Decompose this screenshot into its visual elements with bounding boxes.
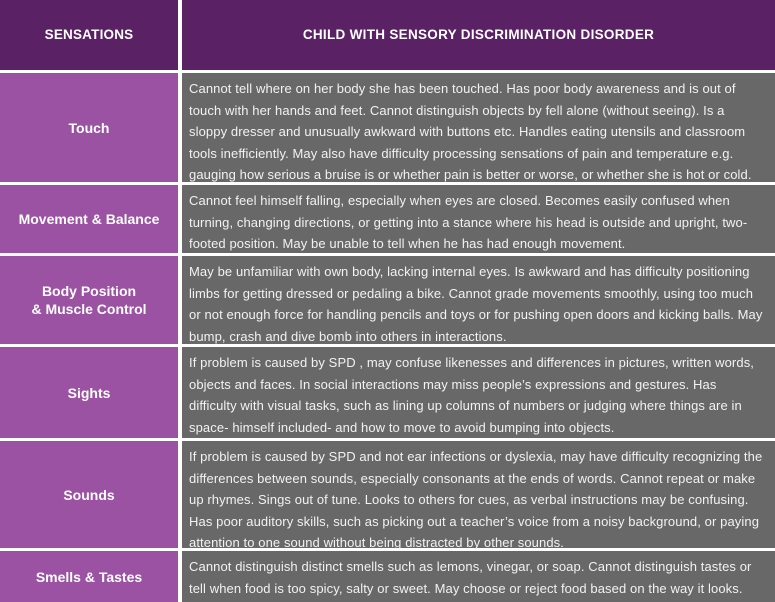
sensation-label-smells-tastes: Smells & Tastes <box>0 551 182 602</box>
table-row-sounds: Sounds If problem is caused by SPD and n… <box>0 441 775 551</box>
table-header-row: SENSATIONS CHILD WITH SENSORY DISCRIMINA… <box>0 0 775 73</box>
column-header-sensations: SENSATIONS <box>0 0 182 70</box>
sensation-label-sounds: Sounds <box>0 441 182 548</box>
column-header-disorder: CHILD WITH SENSORY DISCRIMINATION DISORD… <box>182 0 775 70</box>
sensation-description-smells-tastes: Cannot distinguish distinct smells such … <box>182 551 775 602</box>
table-row-smells-tastes: Smells & Tastes Cannot distinguish disti… <box>0 551 775 602</box>
table-row-sights: Sights If problem is caused by SPD , may… <box>0 347 775 441</box>
sensation-label-movement-balance: Movement & Balance <box>0 185 182 253</box>
table-row-body-position: Body Position & Muscle Control May be un… <box>0 256 775 347</box>
sensation-label-sights: Sights <box>0 347 182 438</box>
sensation-description-sights: If problem is caused by SPD , may confus… <box>182 347 775 438</box>
sensation-description-sounds: If problem is caused by SPD and not ear … <box>182 441 775 550</box>
sensation-description-body-position: May be unfamiliar with own body, lacking… <box>182 256 775 344</box>
sensation-description-touch: Cannot tell where on her body she has be… <box>182 73 775 182</box>
sensation-label-touch: Touch <box>0 73 182 182</box>
table-row-touch: Touch Cannot tell where on her body she … <box>0 73 775 185</box>
sensation-label-body-position: Body Position & Muscle Control <box>0 256 182 344</box>
table-row-movement-balance: Movement & Balance Cannot feel himself f… <box>0 185 775 256</box>
sensation-description-movement-balance: Cannot feel himself falling, especially … <box>182 185 775 253</box>
